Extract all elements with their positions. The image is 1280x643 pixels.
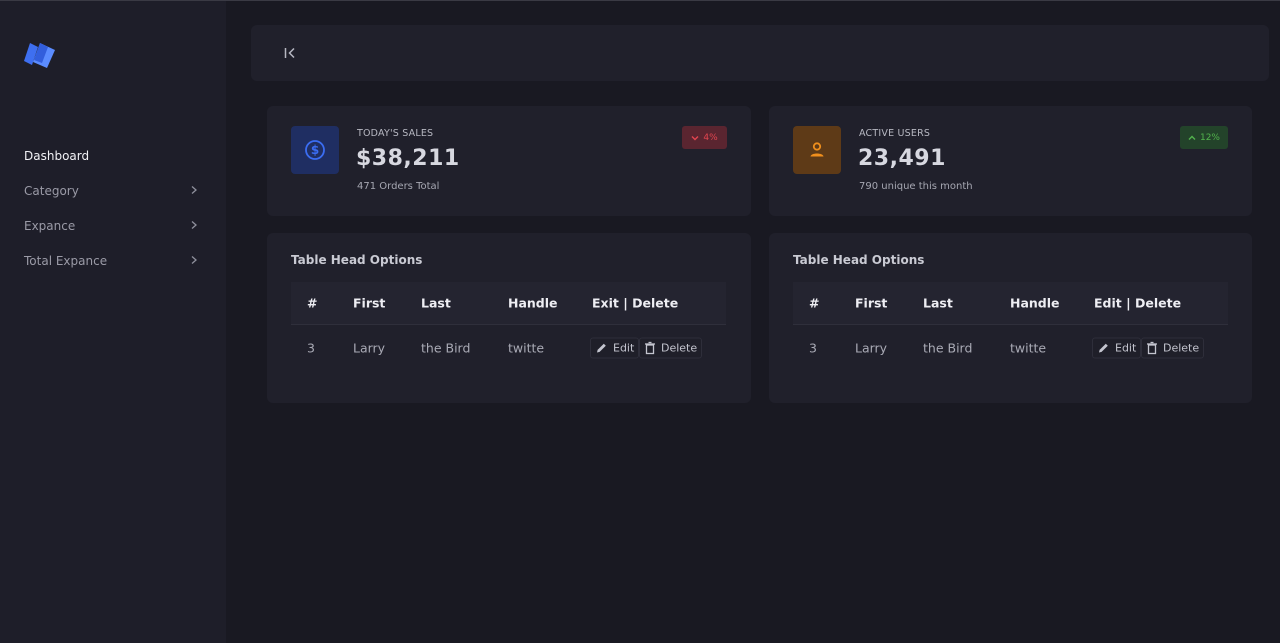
svg-text:$: $ [311, 143, 319, 157]
delete-button[interactable]: Delete [639, 337, 703, 358]
sidebar-item-label: Category [24, 183, 79, 198]
edit-button[interactable]: Edit [590, 337, 640, 358]
table-row: 3 Larry the Bird twitte Edit Delete [291, 325, 726, 370]
sidebar-nav: Dashboard Category Expance Total Expance [0, 138, 226, 278]
column-header: Last [923, 295, 953, 311]
sidebar-item-label: Dashboard [24, 148, 90, 163]
column-header: # [809, 295, 820, 311]
trend-badge-up: 12% [1180, 126, 1228, 149]
cell-num: 3 [809, 340, 817, 355]
cell-first: Larry [855, 340, 888, 355]
table-header-row: # First Last Handle Edit | Delete [793, 282, 1228, 325]
top-bar [251, 25, 1269, 81]
table-card: Table Head Options # First Last Handle E… [267, 233, 751, 403]
column-header: Handle [508, 295, 558, 311]
column-header: # [307, 295, 318, 311]
user-icon [793, 126, 841, 174]
sidebar-item-dashboard[interactable]: Dashboard [0, 138, 226, 173]
sidebar-item-total-expance[interactable]: Total Expance [0, 243, 226, 278]
cell-handle: twitte [1010, 340, 1047, 355]
stat-value: $38,211 [356, 146, 460, 171]
table-title: Table Head Options [793, 253, 925, 267]
column-header: First [855, 295, 888, 311]
trash-icon [645, 341, 655, 354]
window-top-border [0, 0, 1280, 1]
cell-num: 3 [307, 340, 315, 355]
edit-button[interactable]: Edit [1092, 337, 1142, 358]
badge-value: 4% [703, 132, 718, 143]
edit-label: Edit [613, 341, 635, 354]
table-header-row: # First Last Handle Exit | Delete [291, 282, 726, 325]
cell-last: the Bird [421, 340, 471, 355]
sidebar: Dashboard Category Expance Total Expance [0, 1, 226, 643]
dollar-icon: $ [291, 126, 339, 174]
stat-subtext: 471 Orders Total [357, 181, 440, 192]
table-card: Table Head Options # First Last Handle E… [769, 233, 1252, 403]
pencil-icon [1099, 343, 1108, 352]
data-table: # First Last Handle Edit | Delete 3 Larr… [793, 282, 1228, 370]
app-logo[interactable] [22, 41, 58, 69]
chevron-down-icon [691, 135, 699, 140]
collapse-sidebar-icon[interactable] [282, 45, 298, 61]
column-header: Exit | Delete [592, 295, 679, 311]
sidebar-item-label: Total Expance [24, 253, 108, 268]
delete-label: Delete [1163, 341, 1200, 354]
sidebar-item-expance[interactable]: Expance [0, 208, 226, 243]
delete-label: Delete [661, 341, 698, 354]
data-table: # First Last Handle Exit | Delete 3 Larr… [291, 282, 726, 370]
stat-value: 23,491 [858, 146, 946, 171]
trend-badge-down: 4% [682, 126, 727, 149]
stat-card-sales: $ TODAY'S SALES $38,211 471 Orders Total… [267, 106, 751, 216]
chevron-right-icon [191, 256, 197, 264]
chevron-right-icon [191, 186, 197, 194]
column-header: Edit | Delete [1094, 295, 1182, 311]
trash-icon [1147, 341, 1157, 354]
cell-last: the Bird [923, 340, 973, 355]
table-title: Table Head Options [291, 253, 423, 267]
column-header: Handle [1010, 295, 1060, 311]
chevron-up-icon [1188, 135, 1196, 140]
cell-handle: twitte [508, 340, 545, 355]
chevron-right-icon [191, 221, 197, 229]
cell-first: Larry [353, 340, 386, 355]
stat-card-users: ACTIVE USERS 23,491 790 unique this mont… [769, 106, 1252, 216]
table-row: 3 Larry the Bird twitte Edit Delete [793, 325, 1228, 370]
edit-label: Edit [1115, 341, 1137, 354]
column-header: Last [421, 295, 451, 311]
stat-label: TODAY'S SALES [357, 128, 434, 139]
column-header: First [353, 295, 386, 311]
sidebar-item-label: Expance [24, 218, 76, 233]
pencil-icon [597, 343, 606, 352]
stat-label: ACTIVE USERS [859, 128, 931, 139]
sidebar-item-category[interactable]: Category [0, 173, 226, 208]
stat-subtext: 790 unique this month [859, 181, 973, 192]
badge-value: 12% [1199, 132, 1220, 143]
delete-button[interactable]: Delete [1141, 337, 1205, 358]
